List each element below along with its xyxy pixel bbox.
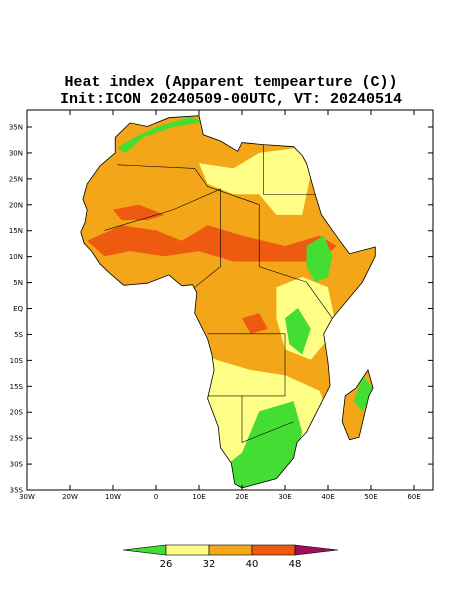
colorbar-high bbox=[294, 544, 339, 556]
colorbar-segment bbox=[208, 544, 253, 556]
field-green-mada bbox=[353, 375, 376, 412]
field-red-sahel bbox=[87, 225, 337, 262]
field-yellow-north bbox=[199, 147, 311, 215]
colorbar-label: 48 bbox=[289, 559, 302, 570]
colorbar-segment bbox=[251, 544, 296, 556]
lat-label: 25S bbox=[10, 435, 24, 443]
field-green-east bbox=[285, 308, 311, 355]
colorbar-label: 32 bbox=[203, 559, 216, 570]
borders bbox=[104, 144, 333, 443]
lon-label: 10E bbox=[192, 493, 205, 501]
lon-label: 20W bbox=[62, 493, 78, 501]
lat-label: 5N bbox=[13, 279, 23, 287]
field-green-maghreb bbox=[117, 116, 204, 153]
colorbar-segment bbox=[165, 544, 210, 556]
lon-label: 10W bbox=[105, 493, 121, 501]
lon-label: 30W bbox=[19, 493, 35, 501]
lon-label: 20E bbox=[235, 493, 248, 501]
lon-label: 60E bbox=[407, 493, 420, 501]
lat-label: 5S bbox=[14, 331, 23, 339]
lon-label: 40E bbox=[321, 493, 334, 501]
lat-label: 10S bbox=[10, 357, 24, 365]
lon-label: 30E bbox=[278, 493, 291, 501]
lon-label: 50E bbox=[364, 493, 377, 501]
field-red-congo bbox=[242, 313, 268, 334]
lat-label: 30N bbox=[9, 149, 23, 157]
map-frame bbox=[26, 109, 434, 491]
coastline bbox=[80, 115, 376, 489]
lat-label: 30S bbox=[10, 461, 24, 469]
lon-label: 0 bbox=[154, 493, 158, 501]
field-green-southeast bbox=[216, 401, 303, 488]
lat-label: 15S bbox=[10, 383, 24, 391]
lat-label: 15N bbox=[9, 227, 23, 235]
lat-label: 25N bbox=[9, 175, 23, 183]
title: Heat index (Apparent tempearture (C)) bbox=[64, 74, 397, 91]
lat-label: 10N bbox=[9, 253, 23, 261]
subtitle: Init:ICON 20240509-00UTC, VT: 20240514 bbox=[60, 91, 402, 108]
lat-label: 35N bbox=[9, 124, 23, 132]
lat-label: 35S bbox=[10, 487, 24, 495]
colorbar-low bbox=[122, 544, 167, 556]
field-green-ethiopia bbox=[306, 235, 333, 283]
lat-label: 20N bbox=[9, 201, 23, 209]
lat-label: EQ bbox=[13, 305, 23, 313]
lat-label: 20S bbox=[10, 409, 24, 417]
colorbar-label: 26 bbox=[160, 559, 173, 570]
colorbar-label: 40 bbox=[246, 559, 259, 570]
